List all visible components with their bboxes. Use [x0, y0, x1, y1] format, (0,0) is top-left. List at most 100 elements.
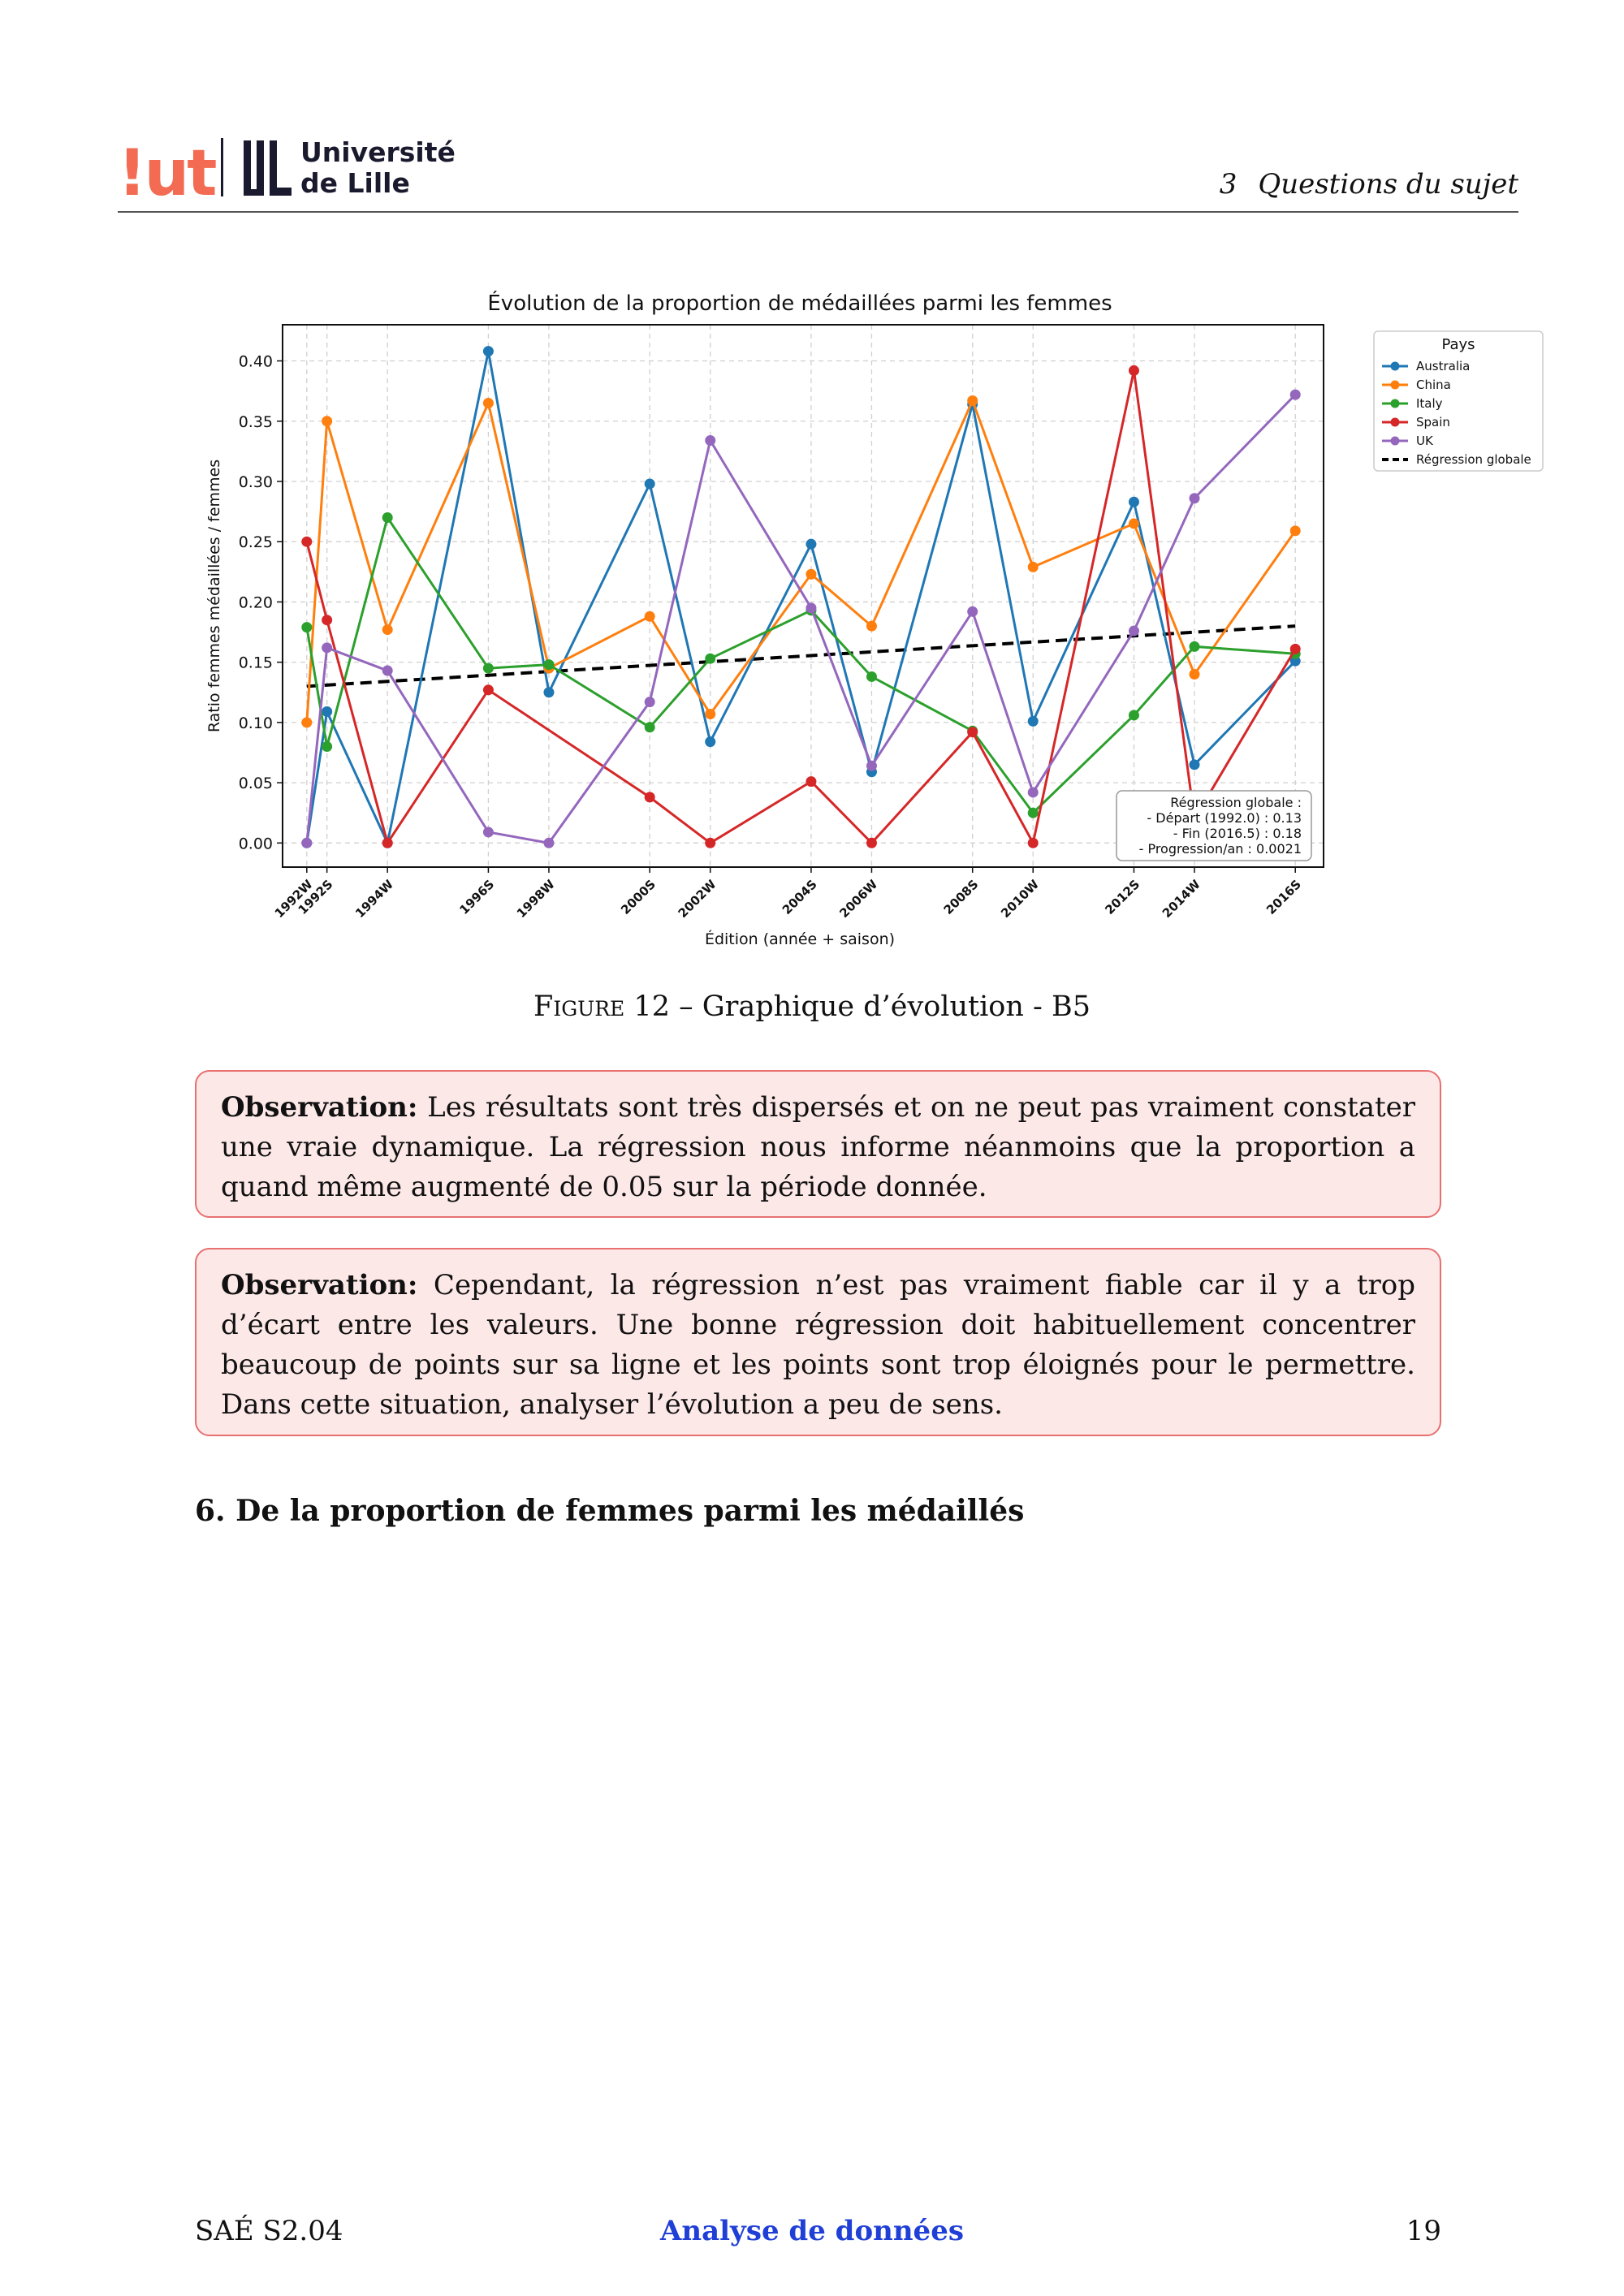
data-point	[482, 684, 494, 696]
legend-item: Spain	[1382, 415, 1450, 429]
data-point	[967, 606, 978, 617]
data-point	[806, 602, 817, 614]
data-point	[1289, 643, 1301, 654]
legend-marker	[1390, 417, 1400, 427]
data-point	[806, 538, 817, 550]
data-point	[543, 837, 555, 848]
legend: Pays Australia China Italy Spain UK Régressio…	[1373, 330, 1544, 472]
data-point	[1189, 668, 1200, 680]
data-point	[1189, 759, 1200, 770]
data-point	[1027, 807, 1039, 818]
x-tick-label: 2014W	[1160, 877, 1203, 921]
data-point	[322, 642, 333, 654]
legend-label: Spain	[1416, 415, 1450, 429]
data-point	[1128, 496, 1139, 507]
legend-item: Régression globale	[1382, 452, 1531, 467]
annotation-end: - Fin (2016.5) : 0.18	[1173, 826, 1302, 841]
data-point	[644, 697, 655, 708]
y-tick-label: 0.30	[239, 473, 273, 491]
data-point	[1027, 561, 1039, 572]
logo-separator	[221, 138, 223, 196]
y-tick-label: 0.40	[239, 353, 273, 371]
observation-label: Observation:	[221, 1091, 418, 1124]
observation-box-2: Observation: Cependant, la régression n’…	[195, 1248, 1441, 1436]
data-point	[482, 826, 494, 838]
data-point	[543, 659, 555, 671]
data-point	[705, 736, 716, 748]
y-tick-label: 0.10	[239, 714, 273, 732]
y-tick-label: 0.20	[239, 593, 273, 611]
legend-items: Australia China Italy Spain UK Régression glo…	[1382, 359, 1531, 467]
series-line	[305, 370, 1297, 847]
regression-annotation: Régression globale : - Départ (1992.0) :…	[1116, 790, 1312, 861]
data-point	[1289, 525, 1301, 537]
universite-lille-wordmark: Université de Lille	[300, 137, 456, 199]
data-point	[866, 760, 877, 771]
annotation-start: - Départ (1992.0) : 0.13	[1147, 810, 1302, 826]
observation-box-1: Observation: Les résultats sont très dis…	[195, 1070, 1441, 1218]
data-point	[967, 395, 978, 407]
data-point	[322, 615, 333, 626]
series-line	[305, 351, 1297, 848]
data-point	[482, 397, 494, 408]
series-china	[301, 395, 1301, 728]
data-point	[301, 837, 313, 848]
data-point	[382, 512, 393, 524]
annotation-progression: - Progression/an : 0.0021	[1139, 841, 1302, 857]
legend-label: China	[1416, 378, 1451, 392]
section-number: 3	[1219, 168, 1237, 201]
figure-caption: Figure 12 – Graphique d’évolution - B5	[0, 990, 1624, 1023]
page-number: 19	[1406, 2215, 1441, 2247]
legend-item: Australia	[1382, 359, 1470, 373]
legend-marker	[1390, 436, 1400, 446]
data-point	[543, 687, 555, 698]
data-point	[1128, 710, 1139, 721]
legend-marker	[1390, 361, 1400, 371]
x-tick-label: 2002W	[676, 877, 719, 921]
universite-lille-logo-icon	[244, 140, 292, 196]
section-heading: 6. De la proportion de femmes parmi les …	[195, 1494, 1025, 1528]
data-point	[322, 416, 333, 427]
page-header: !ut Université de Lille 3 Questions du su…	[118, 134, 1518, 213]
x-tick-label: 1996S	[456, 877, 497, 917]
data-point	[1128, 518, 1139, 529]
data-point	[1189, 493, 1200, 504]
legend-marker	[1390, 380, 1400, 390]
data-point	[382, 624, 393, 636]
data-point	[301, 622, 313, 633]
data-point	[322, 706, 333, 718]
y-tick-label: 0.00	[239, 835, 273, 852]
y-tick-label: 0.25	[239, 533, 273, 551]
data-point	[1128, 365, 1139, 376]
data-point	[644, 722, 655, 733]
x-tick-label: 1994W	[352, 877, 396, 921]
data-point	[382, 837, 393, 848]
iut-logo: !ut	[118, 137, 217, 210]
x-tick-label: 1998W	[514, 877, 558, 921]
legend-title: Pays	[1441, 336, 1475, 353]
data-point	[644, 611, 655, 622]
grid	[283, 325, 1324, 867]
legend-item: UK	[1382, 434, 1434, 448]
legend-label: Italy	[1416, 396, 1443, 411]
legend-label: Régression globale	[1416, 452, 1531, 467]
data-point	[301, 717, 313, 728]
data-point	[301, 536, 313, 547]
running-header: 3 Questions du sujet	[1220, 168, 1518, 201]
logo-line-2: de Lille	[300, 167, 410, 199]
plot-frame	[282, 324, 1324, 868]
observation-text: Les résultats sont très dispersés et on …	[221, 1091, 1415, 1203]
legend-item: Italy	[1382, 396, 1443, 411]
x-tick-label: 2010W	[998, 877, 1042, 921]
series-uk	[301, 389, 1301, 848]
legend-marker	[1390, 399, 1400, 408]
series-layer	[301, 346, 1301, 848]
data-point	[866, 837, 877, 848]
y-axis-ticks: 0.00 0.05 0.10 0.15 0.20 0.25 0.30 0.35 0.40	[239, 353, 283, 852]
data-point	[382, 665, 393, 676]
series-line	[305, 397, 1297, 723]
data-point	[1289, 389, 1301, 400]
data-point	[644, 478, 655, 490]
y-tick-label: 0.05	[239, 775, 273, 792]
